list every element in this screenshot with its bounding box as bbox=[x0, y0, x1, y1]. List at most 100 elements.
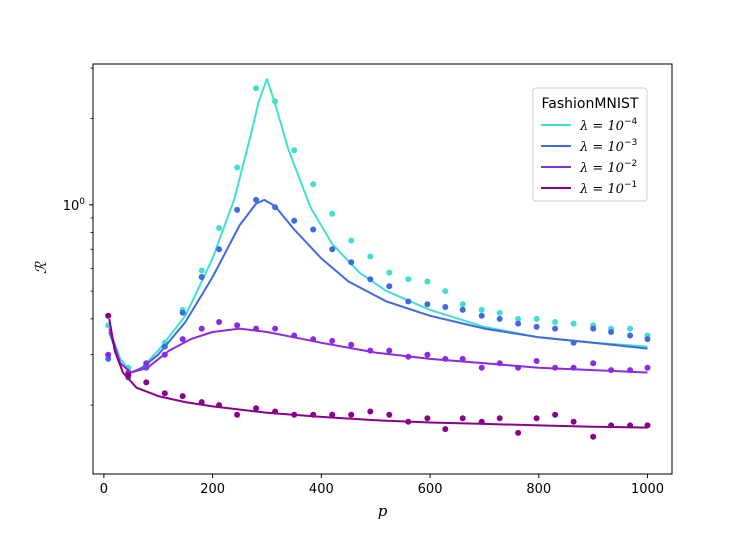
data-point bbox=[405, 418, 412, 425]
data-point bbox=[459, 306, 466, 313]
data-point bbox=[348, 411, 355, 418]
data-point bbox=[310, 411, 317, 418]
data-point bbox=[253, 85, 260, 92]
data-point bbox=[105, 312, 112, 319]
legend-items: λ = 10−4λ = 10−3λ = 10−2λ = 10−1 bbox=[541, 117, 637, 197]
data-point bbox=[125, 371, 132, 378]
series-line bbox=[108, 327, 648, 374]
x-tick-label: 800 bbox=[526, 482, 551, 497]
data-point bbox=[590, 360, 597, 367]
data-point bbox=[234, 206, 241, 213]
data-point bbox=[329, 337, 336, 344]
data-point bbox=[234, 411, 241, 418]
x-tick-label: 400 bbox=[309, 482, 334, 497]
series-layer bbox=[105, 77, 651, 440]
data-point bbox=[198, 267, 205, 274]
data-point bbox=[533, 415, 540, 422]
axis-layer: 0 200 400 600 800 1000 100 p ℛ bbox=[32, 67, 664, 520]
data-point bbox=[405, 298, 412, 305]
y-tick-label: 100 bbox=[63, 197, 86, 214]
data-point bbox=[179, 336, 186, 343]
data-point bbox=[533, 358, 540, 364]
data-point bbox=[442, 304, 449, 310]
data-point bbox=[179, 309, 186, 316]
data-point bbox=[644, 336, 651, 343]
y-tick-exponent: 0 bbox=[79, 197, 85, 207]
data-point bbox=[552, 325, 559, 332]
data-point bbox=[533, 315, 540, 322]
x-tick-label: 1000 bbox=[631, 482, 664, 497]
data-point bbox=[291, 217, 298, 224]
legend-entry: λ = 10−2 bbox=[541, 159, 637, 176]
y-axis-label: ℛ bbox=[32, 261, 50, 274]
data-point bbox=[367, 347, 374, 354]
data-point bbox=[253, 196, 260, 203]
legend-label: λ = 10−4 bbox=[579, 117, 637, 134]
data-point bbox=[644, 364, 651, 371]
data-point bbox=[272, 204, 279, 211]
data-point bbox=[570, 339, 577, 346]
data-point bbox=[386, 283, 393, 290]
data-point bbox=[367, 276, 374, 283]
data-point bbox=[515, 429, 522, 436]
data-point bbox=[533, 323, 540, 330]
legend-box bbox=[532, 87, 648, 202]
x-tick-label: 600 bbox=[418, 482, 443, 497]
data-point bbox=[161, 390, 168, 397]
data-point bbox=[424, 301, 431, 308]
data-point bbox=[515, 364, 522, 371]
data-point bbox=[496, 309, 503, 316]
data-point bbox=[272, 408, 279, 415]
data-point bbox=[216, 225, 223, 231]
data-point bbox=[386, 269, 393, 276]
data-point bbox=[198, 325, 205, 332]
legend-entry: λ = 10−1 bbox=[541, 180, 637, 197]
data-point bbox=[459, 301, 466, 308]
data-point bbox=[291, 411, 298, 418]
data-point bbox=[424, 351, 431, 358]
data-point bbox=[216, 402, 223, 409]
data-point bbox=[627, 332, 634, 339]
data-point bbox=[367, 408, 374, 415]
plot-frame bbox=[92, 63, 673, 475]
data-point bbox=[179, 393, 186, 400]
legend-label-exponent: −1 bbox=[624, 180, 637, 190]
data-point bbox=[570, 320, 577, 327]
data-point bbox=[386, 411, 393, 418]
legend-label-base: λ = 10 bbox=[579, 140, 624, 155]
data-point bbox=[198, 274, 205, 280]
data-point bbox=[552, 364, 559, 371]
legend-label: λ = 10−3 bbox=[579, 138, 637, 155]
data-point bbox=[608, 422, 615, 429]
y-axis-ticks bbox=[89, 67, 93, 406]
data-point bbox=[291, 147, 298, 154]
data-point bbox=[329, 210, 336, 217]
data-point bbox=[105, 355, 112, 362]
data-point bbox=[405, 353, 412, 360]
data-point bbox=[570, 364, 577, 371]
data-point bbox=[310, 336, 317, 343]
data-point bbox=[348, 259, 355, 266]
data-point bbox=[424, 415, 431, 422]
data-point bbox=[386, 347, 393, 354]
data-point bbox=[459, 355, 466, 362]
legend-entry: λ = 10−4 bbox=[541, 117, 637, 134]
x-tick-label: 200 bbox=[200, 482, 225, 497]
data-point bbox=[644, 422, 651, 429]
data-point bbox=[442, 355, 449, 362]
data-point bbox=[405, 276, 412, 283]
data-point bbox=[590, 325, 597, 332]
series-3 bbox=[105, 312, 651, 440]
x-tick-label: 0 bbox=[100, 482, 108, 497]
legend-entry: λ = 10−3 bbox=[541, 138, 637, 155]
data-point bbox=[442, 288, 449, 295]
data-point bbox=[253, 405, 260, 412]
data-point bbox=[590, 433, 597, 440]
data-point bbox=[442, 426, 449, 433]
legend-label-exponent: −2 bbox=[624, 159, 637, 169]
legend-label: λ = 10−2 bbox=[579, 159, 637, 176]
data-point bbox=[552, 319, 559, 325]
data-point bbox=[478, 418, 485, 425]
data-point bbox=[198, 399, 205, 406]
